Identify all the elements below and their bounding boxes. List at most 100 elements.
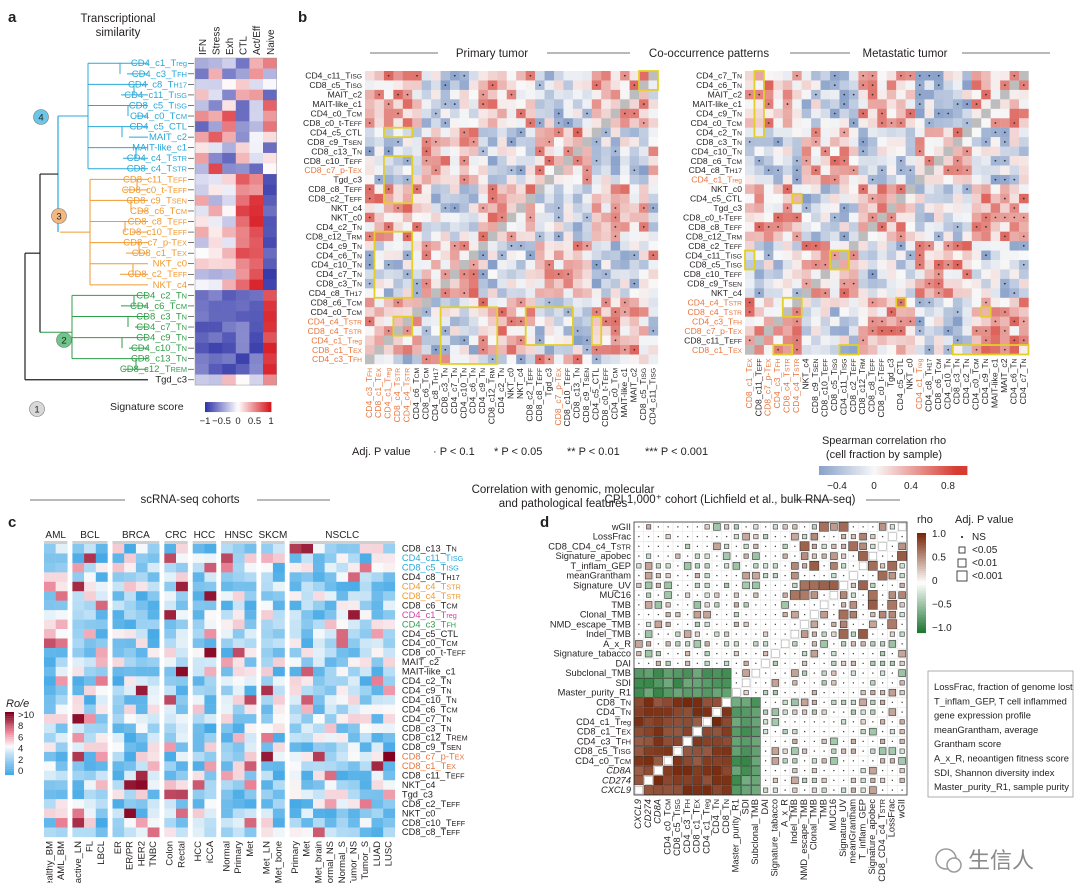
ns-dot: [862, 613, 864, 616]
roe-cell: [147, 544, 160, 554]
corr-cell: [745, 193, 755, 204]
significance-dot: [928, 122, 931, 124]
diagonal-cell: [742, 678, 751, 687]
roe-cell: [261, 789, 274, 800]
significance-dot: [1003, 159, 1006, 162]
corr-cell: [1019, 165, 1029, 176]
roe-cell: [164, 657, 177, 668]
corr-cell: [601, 241, 611, 251]
roe-cell: [359, 685, 372, 696]
corr-cell: [525, 165, 536, 176]
corr-cell: [905, 345, 916, 355]
corr-cell: [544, 165, 555, 176]
roe-cell: [261, 818, 274, 828]
corr-cell: [450, 146, 460, 157]
rho-square: [644, 630, 653, 638]
corr-cell: [572, 203, 583, 213]
corr-cell: [554, 297, 564, 308]
row-label: CD8_c3_TN: [696, 137, 742, 147]
roe-cell: [44, 647, 56, 658]
corr-cell: [1000, 241, 1010, 251]
corr-cell: [582, 326, 592, 336]
corr-cell: [971, 89, 982, 100]
column-label: CD4_c2_TN: [961, 358, 971, 404]
rho-square: [880, 641, 886, 647]
roe-cell: [289, 572, 302, 582]
heatmap-cell: [208, 300, 223, 312]
corr-cell: [582, 184, 592, 195]
corr-cell: [943, 335, 954, 346]
roe-cell: [124, 647, 137, 658]
corr-cell: [383, 316, 394, 327]
corr-cell: [839, 184, 850, 195]
significance-dot: [463, 159, 466, 162]
roe-cell: [244, 562, 257, 573]
corr-cell: [582, 146, 592, 157]
heatmap-cell: [263, 247, 277, 259]
roe-cell: [289, 610, 302, 620]
significance-dot: [586, 348, 588, 351]
rho-square: [665, 621, 671, 627]
rho-square: [704, 582, 710, 588]
rho-square: [831, 573, 837, 579]
roe-cell: [95, 544, 108, 554]
ns-dot: [764, 604, 767, 606]
corr-cell: [896, 335, 906, 346]
column-label: CD8_c12_TRM: [487, 368, 497, 425]
significance-dot: [605, 131, 607, 134]
corr-cell: [629, 316, 640, 327]
ns-dot: [755, 662, 757, 665]
significance-dot: [966, 188, 968, 191]
corr-cell: [811, 99, 821, 109]
corr-cell: [421, 231, 432, 242]
roe-cell: [313, 742, 325, 753]
corr-cell: [506, 269, 517, 280]
roe-cell: [383, 544, 396, 554]
rho-square: [771, 679, 780, 687]
ns-dot: [833, 535, 835, 538]
corr-cell: [572, 260, 583, 270]
corr-cell: [745, 260, 755, 270]
significance-dot: [833, 254, 836, 257]
rho-square: [743, 690, 749, 696]
roe-cell: [244, 714, 257, 724]
significance-dot: [985, 301, 987, 304]
roe-cell: [112, 770, 125, 781]
roe-cell: [272, 629, 285, 639]
corr-cell: [905, 335, 916, 346]
ns-dot: [755, 691, 757, 694]
corr-cell: [572, 174, 583, 185]
rho-square: [841, 553, 847, 559]
corr-cell: [943, 316, 954, 327]
significance-dot: [937, 84, 940, 87]
corr-cell: [754, 231, 765, 242]
rho-square: [880, 670, 886, 676]
corr-cell: [773, 278, 783, 289]
rho-square: [763, 534, 769, 540]
diagonal-cell: [761, 659, 770, 668]
column-label: Tgd_c3: [886, 358, 896, 387]
roe-cell: [324, 544, 337, 554]
corr-cell: [591, 222, 602, 232]
rho-square: [850, 709, 856, 715]
roe-cell: [272, 799, 285, 809]
corr-cell: [497, 278, 507, 289]
roe-cell: [261, 704, 274, 715]
roe-cell: [44, 723, 56, 734]
roe-cell: [147, 572, 160, 582]
row-label: CD4_c7_TN: [402, 714, 452, 724]
roe-cell: [204, 808, 217, 819]
corr-cell: [365, 89, 375, 100]
significance-dot: [482, 301, 485, 304]
ns-dot: [833, 721, 835, 723]
corr-cell: [582, 222, 592, 232]
corr-cell: [572, 222, 583, 232]
corr-cell: [383, 354, 394, 365]
ns-dot: [755, 613, 757, 616]
ns-dot: [901, 623, 903, 626]
roe-cell: [55, 751, 68, 762]
corr-cell: [792, 269, 802, 280]
corr-cell: [440, 222, 451, 232]
corr-cell: [811, 278, 821, 289]
column-label: CD8_c1_TEX: [744, 358, 754, 409]
